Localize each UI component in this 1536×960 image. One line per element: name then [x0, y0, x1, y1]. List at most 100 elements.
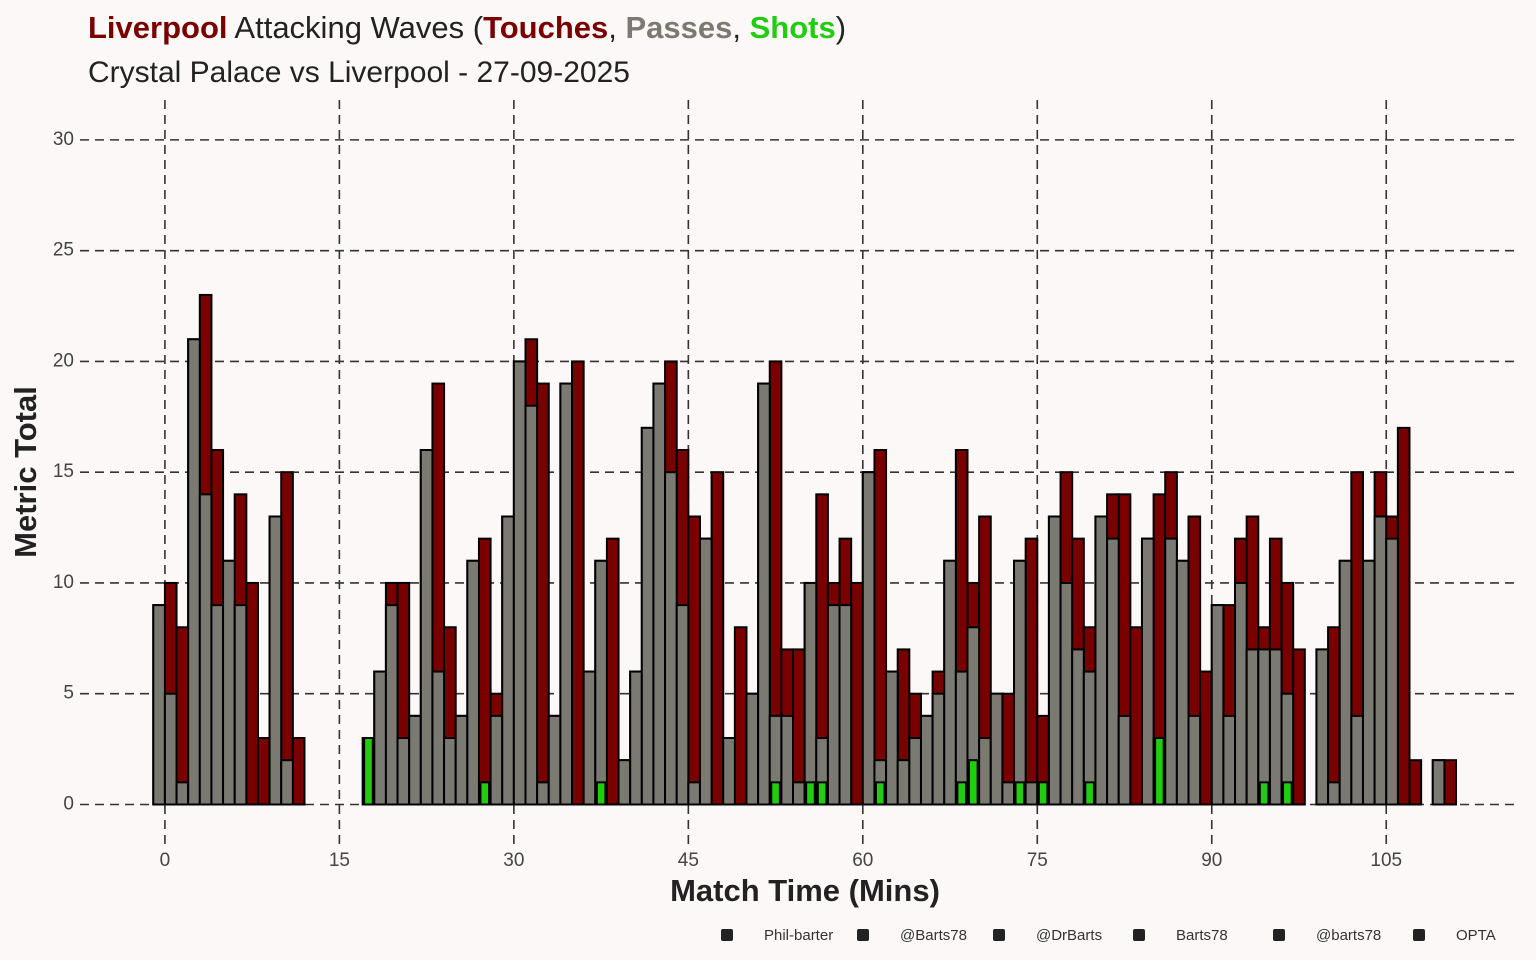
passes-bar	[547, 714, 562, 806]
passes-bar	[1385, 537, 1399, 806]
x-tick-label: 30	[503, 850, 524, 871]
passes-bar	[1315, 648, 1330, 806]
passes-bar	[687, 781, 701, 806]
passes-bar	[919, 714, 934, 806]
passes-bar	[1431, 759, 1446, 806]
shots-bar	[805, 781, 816, 806]
x-tick-label: 75	[1027, 850, 1048, 871]
passes-bar	[396, 737, 411, 806]
passes-bar	[803, 581, 818, 806]
passes-bar	[780, 714, 795, 806]
touches-bar	[256, 737, 271, 806]
title-part: Touches	[483, 10, 608, 45]
passes-bar	[1257, 648, 1271, 806]
passes-bar	[210, 604, 225, 806]
title-part: Shots	[750, 10, 836, 45]
touches-bar	[873, 449, 888, 806]
touches-bar	[687, 515, 701, 806]
y-tick-label: 5	[63, 683, 74, 704]
passes-bar	[1268, 648, 1283, 806]
passes-bar	[1001, 781, 1016, 806]
touches-bar	[280, 471, 294, 806]
shots-bar	[1084, 781, 1095, 806]
passes-bar	[1140, 537, 1155, 806]
title-part: Attacking Waves (	[228, 10, 484, 45]
passes-bar	[187, 338, 201, 806]
passes-bar	[1024, 781, 1039, 806]
passes-bar	[1059, 581, 1074, 806]
title-part: ,	[608, 10, 625, 45]
credit-icon	[993, 929, 1005, 941]
passes-bar	[1350, 714, 1364, 806]
touches-bar	[1443, 759, 1458, 806]
passes-bar	[454, 714, 469, 806]
passes-bar	[1210, 604, 1225, 806]
passes-bar	[1106, 537, 1120, 806]
shots-bar	[1154, 737, 1165, 806]
touches-bar	[1327, 626, 1341, 806]
passes-bar	[408, 714, 422, 806]
touches-bar	[792, 648, 806, 806]
touches-bar	[1199, 670, 1213, 806]
touches-bar	[1292, 648, 1306, 806]
passes-bar	[280, 759, 294, 806]
passes-bar	[373, 670, 387, 806]
passes-bar	[594, 559, 608, 806]
touches-bar	[1129, 626, 1143, 806]
touches-bar	[850, 581, 864, 806]
credit-text: @barts78	[1316, 927, 1381, 944]
credit-text: @DrBarts	[1036, 927, 1102, 944]
passes-bar	[1013, 559, 1027, 806]
passes-bar	[722, 737, 736, 806]
passes-bar	[861, 471, 876, 806]
passes-bar	[1327, 781, 1341, 806]
passes-bar	[384, 604, 399, 806]
passes-bar	[931, 692, 946, 806]
credit-icon	[721, 929, 733, 941]
y-tick-label: 10	[53, 572, 74, 593]
shots-bar	[1258, 781, 1270, 806]
touches-bar	[477, 537, 492, 806]
passes-bar	[617, 759, 632, 806]
shots-bar	[479, 781, 491, 806]
touches-bar	[1024, 537, 1039, 806]
shots-bar	[956, 781, 967, 806]
shots-bar	[816, 781, 828, 806]
credit-icon	[1273, 929, 1285, 941]
passes-bar	[443, 737, 457, 806]
x-tick-label: 0	[160, 850, 171, 871]
passes-bar	[466, 559, 480, 806]
shots-bar	[967, 759, 979, 806]
y-tick-label: 20	[53, 350, 74, 371]
shots-bar	[1282, 781, 1293, 806]
credit-icon	[1133, 929, 1145, 941]
passes-bar	[1187, 714, 1202, 806]
credit-icon	[1413, 929, 1425, 941]
touches-bar	[1396, 426, 1411, 806]
y-tick-label: 30	[53, 129, 74, 150]
touches-bar	[733, 626, 748, 806]
passes-bar	[501, 515, 515, 806]
passes-bar	[1164, 537, 1178, 806]
x-tick-label: 45	[678, 850, 699, 871]
passes-bar	[152, 604, 166, 806]
chart-title: Liverpool Attacking Waves (Touches, Pass…	[88, 10, 846, 45]
touches-bar	[605, 537, 620, 806]
touches-bar	[571, 360, 585, 806]
passes-bar	[826, 604, 841, 806]
shots-bar	[770, 781, 781, 806]
passes-bar	[1234, 581, 1248, 806]
touches-bar	[710, 471, 725, 806]
touches-bar	[536, 382, 550, 806]
credit-text: Barts78	[1176, 927, 1228, 944]
passes-bar	[1047, 515, 1062, 806]
passes-bar	[757, 382, 771, 806]
bars	[152, 293, 1458, 806]
passes-bar	[652, 382, 667, 806]
shots-bar	[363, 737, 374, 806]
passes-bar	[943, 559, 957, 806]
touches-bar	[175, 626, 190, 806]
passes-bar	[582, 670, 597, 806]
title-part: Passes	[625, 10, 732, 45]
passes-bar	[559, 382, 574, 806]
